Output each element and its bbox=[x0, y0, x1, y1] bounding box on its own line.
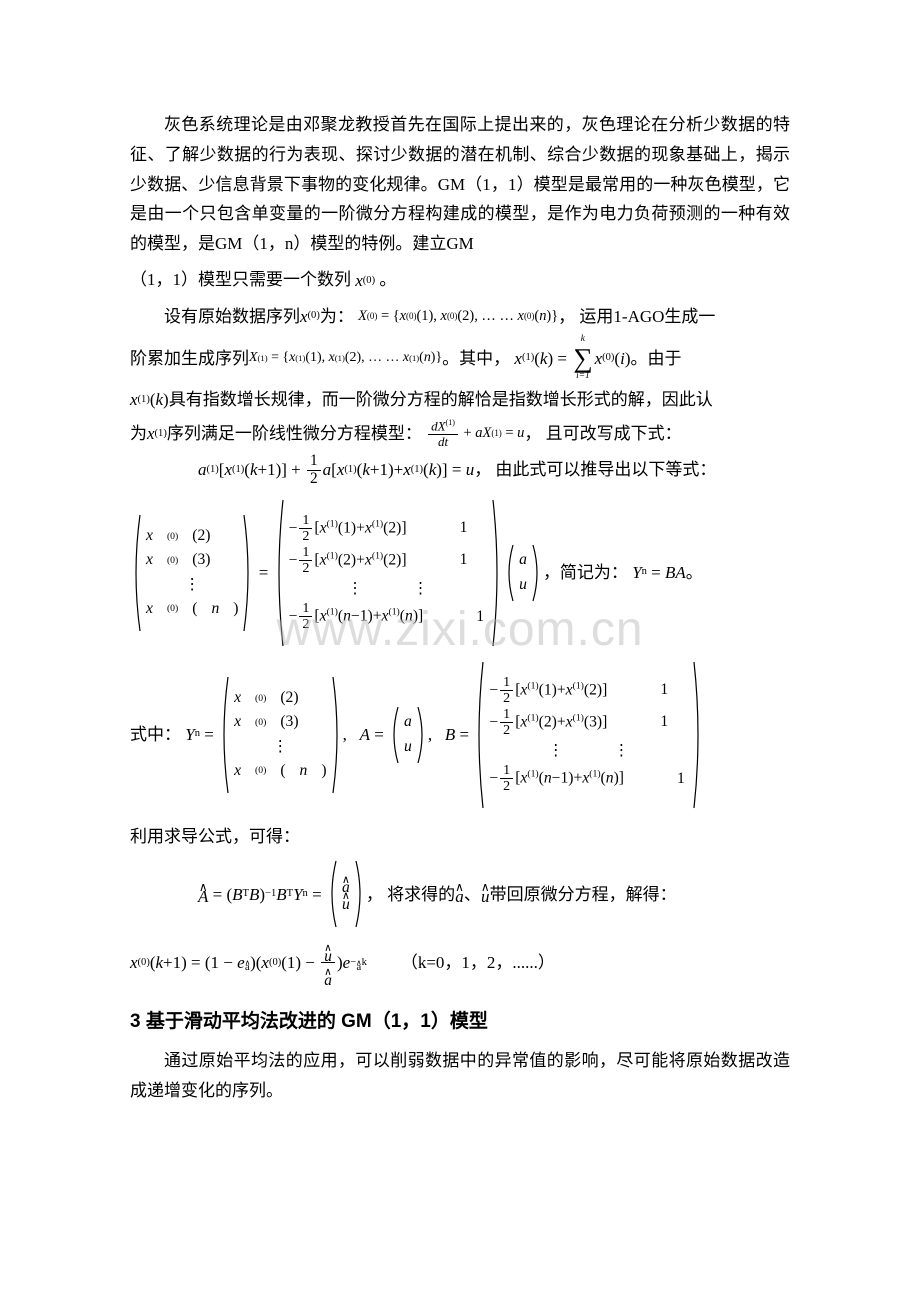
p5a-mid: 序列满足一阶线性微分方程模型： bbox=[167, 419, 422, 449]
eq8-comma2: , B = bbox=[428, 720, 473, 750]
p3a-end: 。由于 bbox=[630, 344, 681, 374]
eq8-B-matrix: −12[x(1)(1)+x(1)(2)]1 −12[x(1)(2)+x(1)(3… bbox=[473, 660, 704, 810]
equation-6: a(1)[x(1)(k+1)] + 12 a[x(1)(k+1)+x(1)(k)… bbox=[130, 453, 790, 488]
eq10-sep: 、 bbox=[464, 880, 481, 910]
p5a-end: ， 且可改写成下式： bbox=[524, 419, 681, 449]
eq10-uhat: ∧u bbox=[481, 885, 490, 903]
p3a-text: 阶累加生成序列 bbox=[130, 344, 249, 374]
eq7-au-vector: a u bbox=[503, 543, 543, 603]
eq-X0-set: X(0) = {x(0)(1), x(0)(2), … … x(0)(n)} bbox=[358, 304, 558, 329]
eq7-short: Yn = BA bbox=[632, 558, 686, 588]
paragraph-4: x(1)(k) 具有指数增长规律，而一阶微分方程的解恰是指数增长形式的解，因此认 bbox=[130, 385, 790, 415]
equation-8: 式中： Yn = x(0)(2) x(0)(3) ⋮ x(0)(n) , A =… bbox=[130, 660, 790, 810]
line8a-text: 式中： bbox=[130, 720, 181, 750]
eq-X1-set: X(1) = {x(1)(1), x(1)(2), … … x(1)(n)} bbox=[249, 346, 442, 370]
paragraph-1b-text: （1，1）模型只需要一个数列 bbox=[130, 270, 351, 289]
paragraph-1-text: 灰色系统理论是由邓聚龙教授首先在国际上提出来的，灰色理论在分析少数据的特征、了解… bbox=[130, 115, 790, 253]
eq-sum: x(1)(k) = k∑i=1 x(0)(i) bbox=[514, 335, 630, 381]
eq10-end: 带回原微分方程，解得： bbox=[490, 880, 677, 910]
eq8-Yn-matrix: x(0)(2) x(0)(3) ⋮ x(0)(n) bbox=[218, 675, 342, 795]
paragraph-1b-end: 。 bbox=[379, 270, 396, 289]
eq7-equals: = bbox=[254, 558, 272, 588]
eq7-lhs-vector: x(0)(2) x(0)(3) ⋮ x(0)(n) bbox=[130, 513, 254, 633]
paragraph-3: 阶累加生成序列 X(1) = {x(1)(1), x(1)(2), … … x(… bbox=[130, 335, 790, 381]
eq7-B-matrix: −12[x(1)(1)+x(1)(2)]1 −12[x(1)(2)+x(1)(2… bbox=[273, 498, 504, 648]
eq8-A-matrix: a u bbox=[388, 705, 428, 765]
eq6-end: ， 由此式可以推导出以下等式： bbox=[474, 455, 716, 485]
p-last-text: 通过原始平均法的应用，可以削弱数据中的异常值的影响，尽可能将原始数据改造成递增变… bbox=[130, 1051, 790, 1100]
p5a-text: 为 bbox=[130, 419, 147, 449]
eq-x1k: x(1)(k) bbox=[130, 385, 169, 415]
eq8-comma1: , A = bbox=[343, 720, 388, 750]
eq8-Yn-label: Yn = bbox=[185, 720, 218, 750]
eq-x0-b: x(0) bbox=[300, 302, 320, 332]
equation-11: x(0)(k+1) = (1 − e∧a)(x(0)(1) − ∧u ∧a )e… bbox=[130, 939, 790, 986]
eq10-ahat: ∧a bbox=[455, 885, 464, 903]
eq7-end2: 。 bbox=[686, 558, 703, 588]
equation-7: x(0)(2) x(0)(3) ⋮ x(0)(n) = −12[x(1)(1)+… bbox=[130, 498, 790, 648]
eq10-math: ∧A = (BTB)−1BTYn = bbox=[198, 880, 326, 910]
p2a-text: 设有原始数据序列 bbox=[164, 302, 300, 332]
eq10-vec: ∧a ∧u bbox=[326, 859, 366, 929]
eq7-end: ，简记为： bbox=[543, 558, 628, 588]
eq-x0: x(0) bbox=[355, 266, 375, 296]
heading3-text: 3 基于滑动平均法改进的 GM（1，1）模型 bbox=[130, 1011, 488, 1032]
p2a-end: ， 运用1-AGO生成一 bbox=[558, 302, 715, 332]
eq11-tail: （k=0，1，2，......） bbox=[401, 948, 555, 978]
paragraph-1b: （1，1）模型只需要一个数列 x(0) 。 bbox=[130, 265, 790, 296]
eq-ode: dX(1)dt + aX(1) = u bbox=[426, 419, 524, 449]
p3a-mid: 。其中， bbox=[442, 344, 510, 374]
paragraph-5: 为 x(1) 序列满足一阶线性微分方程模型： dX(1)dt + aX(1) =… bbox=[130, 419, 790, 449]
eq6-math: a(1)[x(1)(k+1)] + 12 a[x(1)(k+1)+x(1)(k)… bbox=[198, 453, 474, 488]
p2a-mid: 为： bbox=[320, 302, 354, 332]
page: www.zixi.com.cn 灰色系统理论是由邓聚龙教授首先在国际上提出来的，… bbox=[0, 0, 920, 1171]
paragraph-last: 通过原始平均法的应用，可以削弱数据中的异常值的影响，尽可能将原始数据改造成递增变… bbox=[130, 1046, 790, 1106]
paragraph-2: 设有原始数据序列 x(0) 为： X(0) = {x(0)(1), x(0)(2… bbox=[130, 302, 790, 332]
p4a-text: 具有指数增长规律，而一阶微分方程的解恰是指数增长形式的解，因此认 bbox=[169, 385, 713, 415]
equation-10: ∧A = (BTB)−1BTYn = ∧a ∧u ， 将求得的 ∧a 、 ∧u … bbox=[130, 859, 790, 929]
eq10-mid: ， 将求得的 bbox=[366, 880, 455, 910]
eq11-math: x(0)(k+1) = (1 − e∧a)(x(0)(1) − ∧u ∧a )e… bbox=[130, 939, 367, 986]
line9-text: 利用求导公式，可得： bbox=[130, 827, 300, 846]
line-9: 利用求导公式，可得： bbox=[130, 822, 790, 852]
section-heading-3: 3 基于滑动平均法改进的 GM（1，1）模型 bbox=[130, 1005, 790, 1038]
paragraph-1: 灰色系统理论是由邓聚龙教授首先在国际上提出来的，灰色理论在分析少数据的特征、了解… bbox=[130, 110, 790, 259]
eq-x1: x(1) bbox=[147, 419, 167, 449]
